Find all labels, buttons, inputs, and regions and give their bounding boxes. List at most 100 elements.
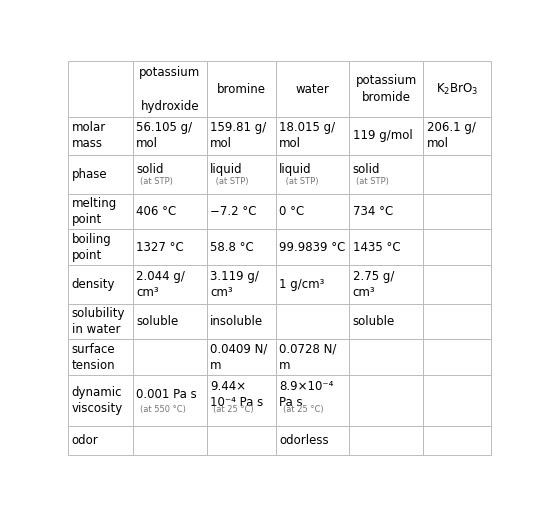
Text: water: water [295, 82, 330, 96]
Bar [206, 194, 276, 229]
Bar [133, 194, 206, 229]
Text: K$_2$BrO$_3$: K$_2$BrO$_3$ [436, 81, 478, 97]
Bar [68, 61, 133, 117]
Text: potassium
bromide: potassium bromide [355, 74, 417, 104]
Text: 18.015 g/
mol: 18.015 g/ mol [279, 122, 335, 150]
Text: (at 25 °C): (at 25 °C) [213, 405, 254, 414]
Bar [423, 229, 491, 265]
Text: 3.119 g/
cm³: 3.119 g/ cm³ [210, 270, 259, 299]
Text: density: density [72, 278, 115, 291]
Bar [423, 155, 491, 194]
Text: 9.44×
10⁻⁴ Pa s: 9.44× 10⁻⁴ Pa s [210, 380, 263, 409]
Bar [133, 339, 206, 375]
Text: (at STP): (at STP) [356, 177, 389, 186]
Text: 8.9×10⁻⁴
Pa s: 8.9×10⁻⁴ Pa s [279, 380, 334, 409]
Text: dynamic
viscosity: dynamic viscosity [72, 386, 123, 415]
Text: insoluble: insoluble [210, 315, 263, 328]
Bar [276, 61, 349, 117]
Bar [133, 426, 206, 455]
Text: odorless: odorless [279, 434, 329, 447]
Bar [349, 265, 423, 304]
Bar [206, 304, 276, 339]
Bar [206, 426, 276, 455]
Text: liquid: liquid [279, 164, 312, 176]
Bar [349, 194, 423, 229]
Bar [133, 155, 206, 194]
Text: 58.8 °C: 58.8 °C [210, 241, 254, 254]
Bar [206, 155, 276, 194]
Text: 0.0409 N/
m: 0.0409 N/ m [210, 343, 268, 371]
Bar [276, 426, 349, 455]
Text: bromine: bromine [217, 82, 266, 96]
Text: 56.105 g/
mol: 56.105 g/ mol [136, 122, 192, 150]
Bar [349, 304, 423, 339]
Bar [423, 117, 491, 155]
Text: (at 550 °C): (at 550 °C) [140, 405, 186, 414]
Bar [423, 194, 491, 229]
Text: boiling
point: boiling point [72, 233, 111, 262]
Bar [68, 117, 133, 155]
Bar [276, 229, 349, 265]
Bar [133, 265, 206, 304]
Text: 1327 °C: 1327 °C [136, 241, 184, 254]
Bar [68, 375, 133, 426]
Bar [423, 265, 491, 304]
Bar [68, 339, 133, 375]
Text: solid: solid [353, 164, 381, 176]
Text: soluble: soluble [136, 315, 179, 328]
Bar [68, 229, 133, 265]
Bar [68, 426, 133, 455]
Text: (at STP): (at STP) [213, 177, 249, 186]
Bar [68, 194, 133, 229]
Bar [68, 304, 133, 339]
Text: 159.81 g/
mol: 159.81 g/ mol [210, 122, 266, 150]
Text: (at STP): (at STP) [140, 177, 173, 186]
Bar [206, 117, 276, 155]
Bar [276, 155, 349, 194]
Bar [349, 229, 423, 265]
Text: 2.75 g/
cm³: 2.75 g/ cm³ [353, 270, 394, 299]
Bar [423, 304, 491, 339]
Bar [349, 426, 423, 455]
Text: 0.0728 N/
m: 0.0728 N/ m [279, 343, 336, 371]
Text: 0.001 Pa s: 0.001 Pa s [136, 388, 197, 401]
Bar [133, 229, 206, 265]
Text: 0 °C: 0 °C [279, 205, 304, 218]
Text: 1435 °C: 1435 °C [353, 241, 400, 254]
Text: 206.1 g/
mol: 206.1 g/ mol [426, 122, 476, 150]
Bar [349, 339, 423, 375]
Bar [349, 375, 423, 426]
Text: surface
tension: surface tension [72, 343, 115, 371]
Bar [206, 229, 276, 265]
Bar [349, 155, 423, 194]
Bar [206, 375, 276, 426]
Bar [423, 426, 491, 455]
Text: 119 g/mol: 119 g/mol [353, 129, 413, 143]
Bar [68, 265, 133, 304]
Bar [276, 339, 349, 375]
Text: (at STP): (at STP) [282, 177, 318, 186]
Text: 406 °C: 406 °C [136, 205, 176, 218]
Bar [423, 339, 491, 375]
Text: 1 g/cm³: 1 g/cm³ [279, 278, 324, 291]
Bar [133, 304, 206, 339]
Text: solid: solid [136, 164, 164, 176]
Text: potassium

hydroxide: potassium hydroxide [139, 65, 200, 112]
Bar [349, 117, 423, 155]
Bar [133, 375, 206, 426]
Bar [276, 117, 349, 155]
Text: phase: phase [72, 168, 107, 181]
Bar [349, 61, 423, 117]
Bar [206, 61, 276, 117]
Text: 99.9839 °C: 99.9839 °C [279, 241, 346, 254]
Bar [423, 375, 491, 426]
Text: 2.044 g/
cm³: 2.044 g/ cm³ [136, 270, 185, 299]
Bar [276, 194, 349, 229]
Bar [68, 155, 133, 194]
Text: odor: odor [72, 434, 98, 447]
Bar [276, 265, 349, 304]
Bar [206, 265, 276, 304]
Text: 734 °C: 734 °C [353, 205, 393, 218]
Text: solubility
in water: solubility in water [72, 307, 125, 336]
Bar [133, 117, 206, 155]
